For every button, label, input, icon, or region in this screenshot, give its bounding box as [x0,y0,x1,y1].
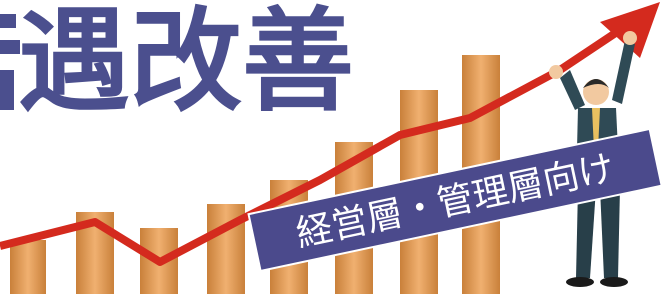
partial-char [0,40,20,54]
title: 遇改善 [18,0,354,127]
partial-char [0,70,14,110]
partial-char [0,14,16,28]
bar [10,240,46,294]
banner: 遇改善 経営層・管理層向け [0,0,670,294]
badge: 経営層・管理層向け [249,129,662,271]
page: 遇改善 経営層・管理層向け (() => { const data = JSON… [0,0,670,294]
